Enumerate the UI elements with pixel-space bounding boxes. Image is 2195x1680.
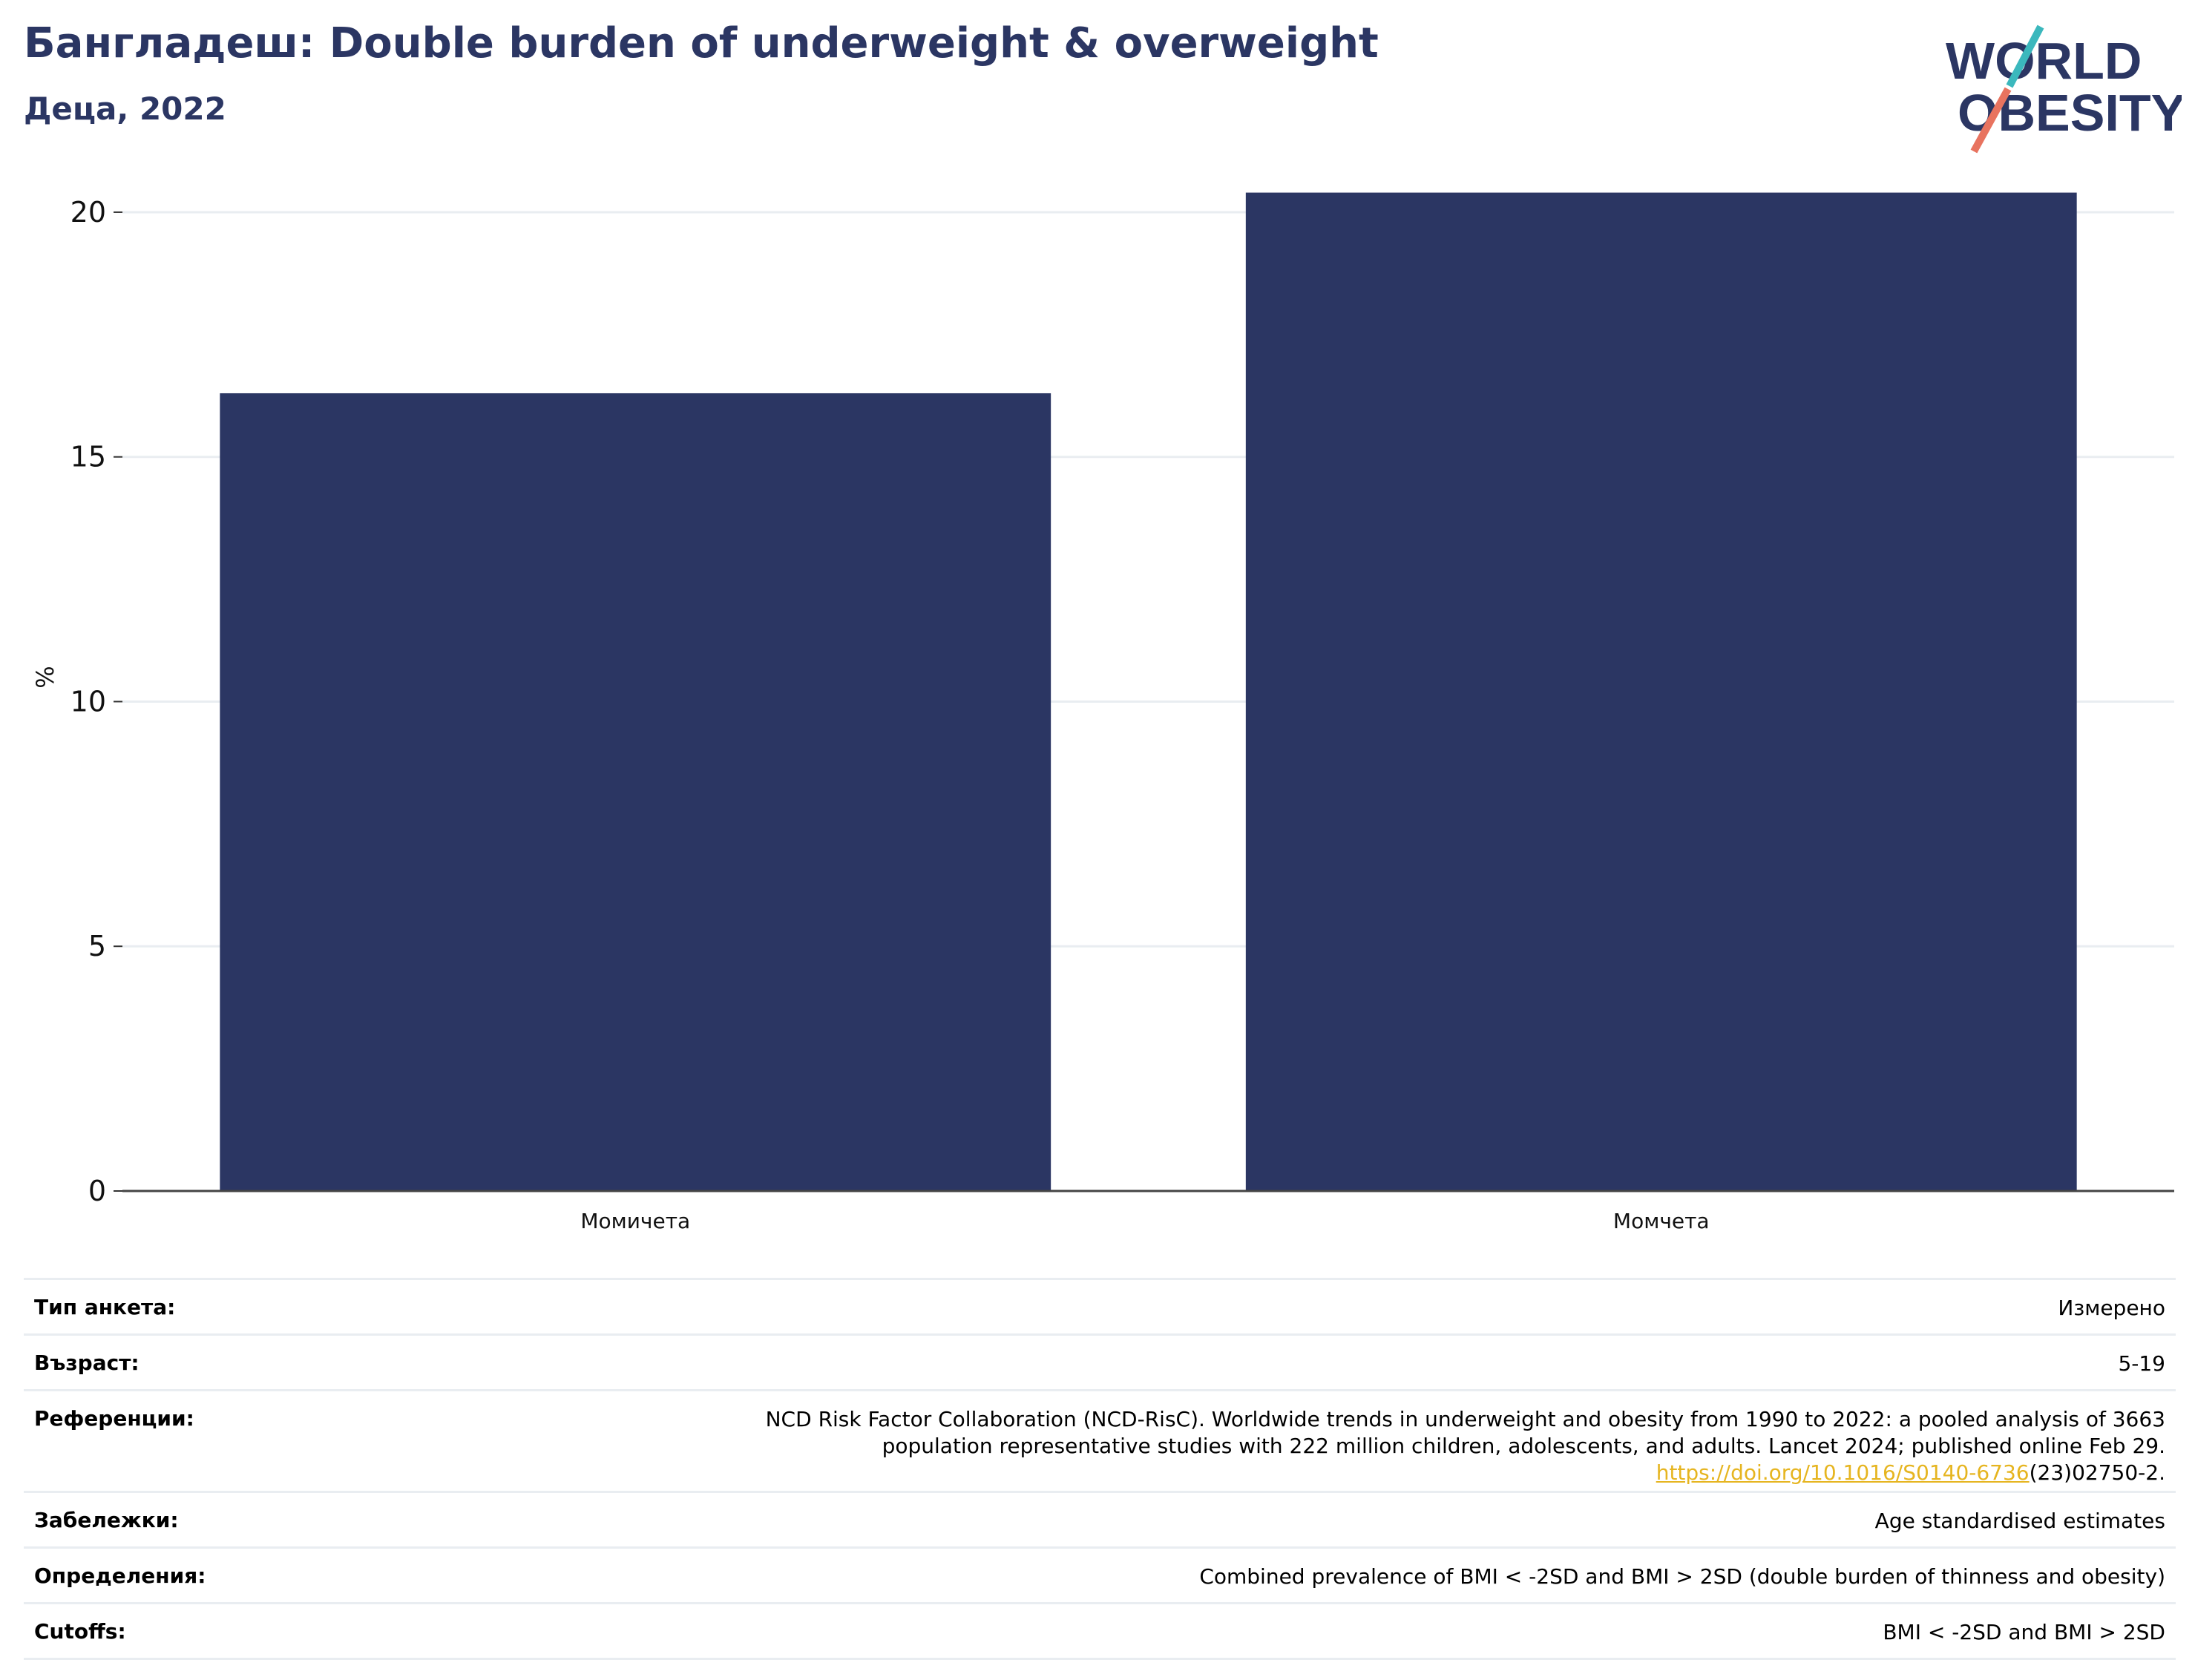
y-tick-label: 20 bbox=[70, 196, 106, 229]
logo-slash-bottom bbox=[1970, 87, 2012, 154]
reference-doi-link[interactable]: https://doi.org/10.1016/S0140-6736 bbox=[1656, 1460, 2030, 1485]
info-label: Възраст: bbox=[24, 1333, 341, 1391]
info-label: Определения: bbox=[24, 1546, 341, 1604]
info-value: 5-19 bbox=[341, 1333, 2176, 1391]
page-subtitle: Деца, 2022 bbox=[24, 91, 226, 127]
info-row-references: Референции: NCD Risk Factor Collaboratio… bbox=[24, 1389, 2176, 1493]
info-value: NCD Risk Factor Collaboration (NCD-RisC)… bbox=[341, 1389, 2176, 1493]
page-title: Бангладеш: Double burden of underweight … bbox=[24, 19, 1379, 68]
reference-doi-suffix: (23)02750-2. bbox=[2029, 1460, 2165, 1485]
info-row-definitions: Определения: Combined prevalence of BMI … bbox=[24, 1546, 2176, 1604]
reference-line-1: NCD Risk Factor Collaboration (NCD-RisC)… bbox=[765, 1407, 2165, 1431]
info-table: Тип анкета: Измерено Възраст: 5-19 Рефер… bbox=[24, 1278, 2176, 1660]
bar bbox=[220, 393, 1051, 1191]
world-obesity-logo: WORLD OBESITY bbox=[1946, 24, 2182, 154]
info-row-age: Възраст: 5-19 bbox=[24, 1333, 2176, 1391]
y-tick-label: 5 bbox=[88, 930, 106, 962]
logo-slash-top bbox=[2006, 24, 2044, 88]
y-tick-label: 10 bbox=[70, 685, 106, 718]
info-row-notes: Забележки: Age standardised estimates bbox=[24, 1491, 2176, 1549]
logo-line-1: WORLD bbox=[1946, 32, 2142, 90]
x-tick-label: Момичета bbox=[580, 1209, 690, 1233]
x-tick-label: Момчета bbox=[1613, 1209, 1710, 1233]
y-axis-label: % bbox=[31, 666, 59, 688]
bar bbox=[1245, 192, 2077, 1192]
info-label: Забележки: bbox=[24, 1491, 341, 1549]
info-value: Age standardised estimates bbox=[341, 1491, 2176, 1549]
reference-line-2: population representative studies with 2… bbox=[882, 1434, 2165, 1458]
info-row-survey-type: Тип анкета: Измерено bbox=[24, 1278, 2176, 1336]
y-tick-label: 0 bbox=[88, 1175, 106, 1207]
bar-chart: 0 5 10 15 20% Момичета Момчета bbox=[31, 192, 2174, 1233]
info-value: Измерено bbox=[341, 1278, 2176, 1336]
info-label: Референции: bbox=[24, 1389, 341, 1493]
info-value: Combined prevalence of BMI < -2SD and BM… bbox=[341, 1546, 2176, 1604]
info-label: Тип анкета: bbox=[24, 1278, 341, 1336]
info-row-cutoffs: Cutoffs: BMI < -2SD and BMI > 2SD bbox=[24, 1602, 2176, 1660]
info-value: BMI < -2SD and BMI > 2SD bbox=[341, 1602, 2176, 1660]
reference-line-3: https://doi.org/10.1016/S0140-6736(23)02… bbox=[352, 1460, 2165, 1486]
y-tick-label: 15 bbox=[70, 441, 106, 473]
info-label: Cutoffs: bbox=[24, 1602, 341, 1660]
